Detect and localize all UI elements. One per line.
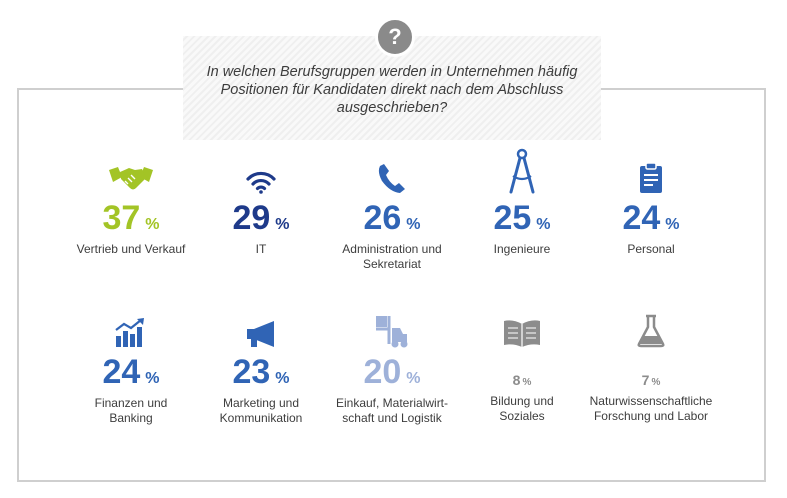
compass-icon xyxy=(452,148,592,194)
category-item: 26% Administration und Sekretariat xyxy=(322,156,462,272)
value-number: 24 xyxy=(102,353,141,391)
category-label: Ingenieure xyxy=(493,242,551,256)
growth-chart-icon xyxy=(61,310,201,348)
category-item: 23% Marketing und Kommunikation xyxy=(191,310,331,426)
category-item: 8% Bildung und Soziales xyxy=(452,310,592,424)
percent-sign: % xyxy=(406,216,421,233)
percentage-value: 7% xyxy=(581,358,721,388)
handshake-icon xyxy=(61,156,201,194)
percent-sign: % xyxy=(275,216,290,233)
category-item: 24% Personal xyxy=(581,156,721,257)
value-number: 29 xyxy=(232,199,271,237)
category-item: 29% IT xyxy=(191,156,331,257)
question-mark-icon: ? xyxy=(375,17,415,57)
category-label: Naturwissenschaftliche Forschung und Labo… xyxy=(589,394,713,423)
category-item: 24% Finanzen und Banking xyxy=(61,310,201,426)
percent-sign: % xyxy=(275,370,290,387)
value-number: 23 xyxy=(232,353,271,391)
category-item: 37% Vertrieb und Verkauf xyxy=(61,156,201,257)
phone-icon xyxy=(322,156,462,194)
category-label: Einkauf, Materialwirt-schaft und Logisti… xyxy=(335,396,449,425)
percent-sign: % xyxy=(145,216,160,233)
clipboard-icon xyxy=(581,156,721,194)
category-item: 25% Ingenieure xyxy=(452,148,592,257)
percentage-value: 24% xyxy=(61,354,201,390)
category-item: 20% Einkauf, Materialwirt-schaft und Logi… xyxy=(322,310,462,426)
percent-sign: % xyxy=(522,377,532,388)
value-number: 26 xyxy=(363,199,402,237)
value-number: 8 xyxy=(512,372,521,388)
percentage-value: 24% xyxy=(581,200,721,236)
category-item: 7% Naturwissenschaftliche Forschung und La… xyxy=(581,310,721,424)
question-text: In welchen Berufsgruppen werden in Unter… xyxy=(206,64,578,116)
value-number: 20 xyxy=(363,353,402,391)
category-label: Vertrieb und Verkauf xyxy=(76,242,186,256)
percent-sign: % xyxy=(145,370,160,387)
category-label: IT xyxy=(255,242,267,256)
percentage-value: 26% xyxy=(322,200,462,236)
percent-sign: % xyxy=(665,216,680,233)
percentage-value: 29% xyxy=(191,200,331,236)
percentage-value: 8% xyxy=(452,358,592,388)
category-label: Marketing und Kommunikation xyxy=(219,396,303,425)
forklift-icon xyxy=(322,310,462,348)
book-icon xyxy=(452,310,592,348)
value-number: 24 xyxy=(622,199,661,237)
value-number: 37 xyxy=(102,199,141,237)
flask-icon xyxy=(581,310,721,348)
percentage-value: 37% xyxy=(61,200,201,236)
wifi-icon xyxy=(191,156,331,194)
percentage-value: 25% xyxy=(452,200,592,236)
category-label: Bildung und Soziales xyxy=(490,394,554,423)
percent-sign: % xyxy=(406,370,421,387)
percentage-value: 23% xyxy=(191,354,331,390)
category-label: Finanzen und Banking xyxy=(94,396,168,425)
megaphone-icon xyxy=(191,310,331,348)
percentage-value: 20% xyxy=(322,354,462,390)
category-label: Personal xyxy=(627,242,675,256)
category-label: Administration und Sekretariat xyxy=(342,242,442,271)
value-number: 25 xyxy=(493,199,532,237)
value-number: 7 xyxy=(641,372,650,388)
percent-sign: % xyxy=(536,216,551,233)
percent-sign: % xyxy=(651,377,661,388)
